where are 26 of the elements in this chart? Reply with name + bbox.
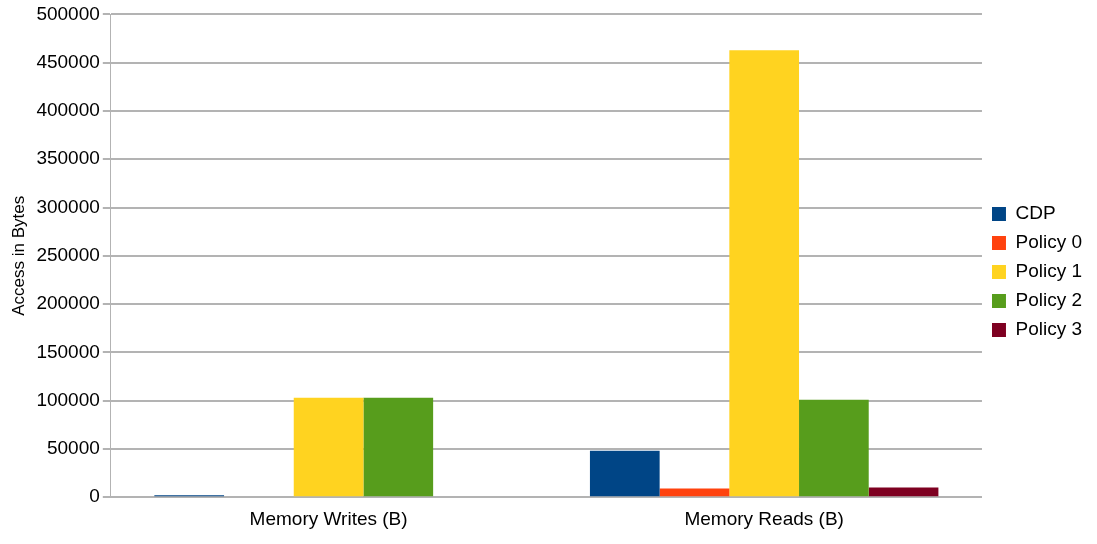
y-tick-label: 400000 [36,99,100,121]
legend-label: CDP [1015,202,1056,224]
y-tick-label: 450000 [36,50,100,72]
bar [729,50,800,497]
x-tick-label: Memory Writes (B) [249,507,408,529]
bar [659,488,730,497]
bar [799,399,869,497]
y-tick-label: 350000 [36,147,100,169]
y-tick-label: 100000 [36,388,100,410]
bar [868,487,939,497]
y-tick-label: 300000 [36,195,100,217]
legend-label: Policy 1 [1015,260,1082,282]
legend-label: Policy 3 [1015,318,1082,340]
legend-label: Policy 2 [1015,289,1082,311]
legend-label: Policy 0 [1015,231,1082,253]
x-tick-label: Memory Reads (B) [684,507,844,529]
bar [293,397,364,497]
y-tick-label: 50000 [46,437,100,459]
y-tick-label: 0 [89,485,100,507]
y-tick-label: 200000 [36,292,100,314]
y-axis-title: Access in Bytes [8,195,28,316]
bar [363,397,434,497]
y-tick-label: 150000 [36,340,100,362]
y-tick-label: 500000 [36,2,100,24]
y-tick-label: 250000 [36,244,100,266]
bar [589,450,660,497]
